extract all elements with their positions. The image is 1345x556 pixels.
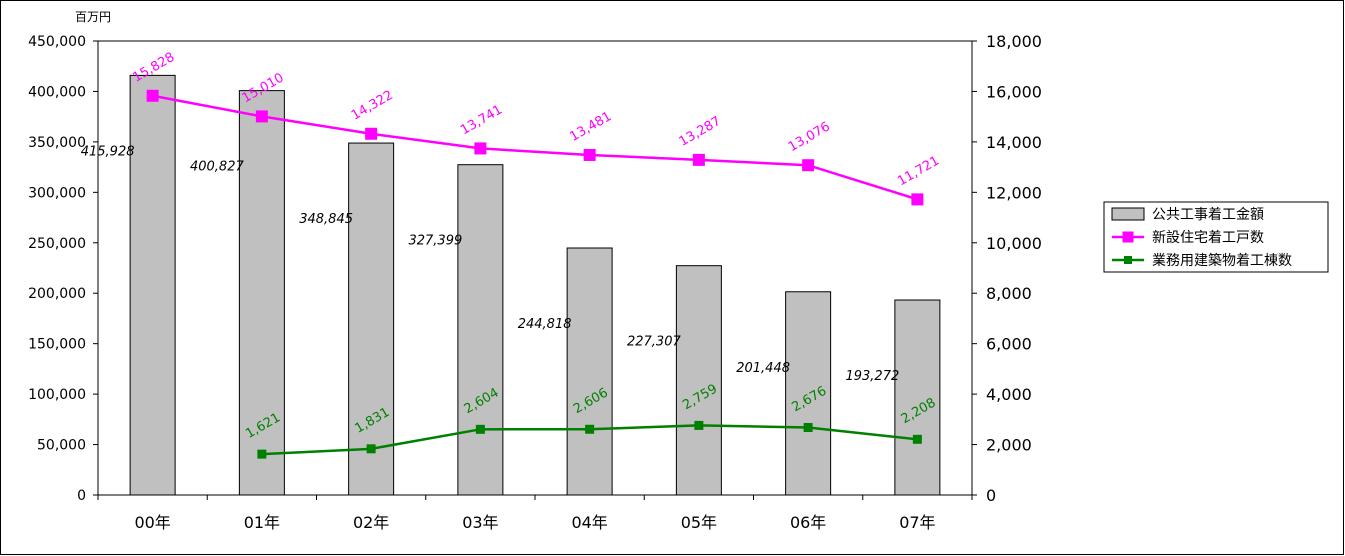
bar-0-3 [457, 164, 504, 496]
left-tick-label-1: 50,000 [37, 438, 86, 454]
line-series-0 [152, 94, 918, 201]
left-tick-label-2: 100,000 [28, 387, 86, 403]
x-tick-label-3: 03年 [462, 513, 498, 532]
marker-1-7 [912, 434, 922, 444]
left-tick-label-5: 250,000 [28, 236, 86, 252]
x-tick-label-0: 00年 [134, 513, 170, 532]
x-tick-label-2: 02年 [353, 513, 389, 532]
legend-label-2: 業務用建築物着工棟数 [1152, 253, 1292, 269]
bar-0-7 [894, 299, 941, 496]
left-axis-unit: 百万円 [75, 10, 111, 24]
x-tick-label-6: 06年 [790, 513, 826, 532]
right-tick-label-9: 18,000 [986, 32, 1042, 51]
bar-0-2 [348, 142, 395, 496]
bars-layer [129, 74, 941, 496]
bar-label-0-2: 348,845 [299, 212, 353, 227]
legend-label-1: 新設住宅着工戸数 [1152, 230, 1264, 246]
bar-0-5 [675, 265, 722, 496]
right-tick-label-2: 4,000 [986, 385, 1032, 404]
bar-label-0-0: 415,928 [81, 144, 135, 159]
axes-layer: 0 50,000 100,000 150,000 200,000 250,000 300,0… [28, 32, 1042, 532]
left-tick-label-9: 450,000 [28, 34, 86, 50]
right-tick-label-6: 12,000 [986, 183, 1042, 202]
right-tick-label-4: 8,000 [986, 284, 1032, 303]
left-tick-label-3: 150,000 [28, 337, 86, 353]
legend-swatch-0 [1111, 207, 1145, 221]
x-tick-label-1: 01年 [244, 513, 280, 532]
right-tick-label-3: 6,000 [986, 335, 1032, 354]
marker-0-6 [802, 159, 815, 172]
marker-0-1 [255, 110, 268, 123]
bar-label-0-3: 327,399 [408, 234, 462, 249]
marker-0-4 [583, 148, 596, 161]
bar-label-0-5: 227,307 [627, 335, 681, 350]
x-tick-label-7: 07年 [899, 513, 935, 532]
lines-layer [146, 89, 924, 459]
right-tick-label-7: 14,000 [986, 133, 1042, 152]
marker-0-0 [146, 89, 159, 102]
x-tick-label-4: 04年 [571, 513, 607, 532]
left-tick-label-6: 300,000 [28, 185, 86, 201]
bar-0-1 [238, 90, 285, 496]
legend-label-0: 公共工事着工金額 [1152, 207, 1264, 223]
marker-1-6 [803, 423, 813, 433]
bar-0-4 [566, 247, 613, 496]
marker-0-2 [365, 127, 378, 140]
left-tick-label-8: 400,000 [28, 84, 86, 100]
marker-1-2 [366, 444, 376, 454]
marker-1-1 [257, 449, 267, 459]
right-tick-label-8: 16,000 [986, 82, 1042, 101]
bar-0-6 [785, 291, 832, 496]
marker-1-4 [585, 424, 595, 434]
right-tick-label-1: 2,000 [986, 436, 1032, 455]
bar-0-0 [129, 74, 176, 496]
marker-0-7 [911, 193, 924, 206]
x-tick-label-5: 05年 [681, 513, 717, 532]
bar-label-0-1: 400,827 [190, 160, 244, 175]
left-tick-label-4: 200,000 [28, 286, 86, 302]
right-tick-label-0: 0 [986, 486, 996, 505]
marker-1-5 [694, 420, 704, 430]
marker-0-3 [474, 142, 487, 155]
marker-0-5 [692, 153, 705, 166]
left-tick-label-0: 0 [77, 488, 86, 504]
bar-label-0-4: 244,818 [518, 317, 572, 332]
bar-label-0-6: 201,448 [736, 361, 790, 376]
marker-1-3 [475, 424, 485, 434]
left-tick-label-7: 350,000 [28, 135, 86, 151]
legend-marker-2 [1124, 256, 1132, 264]
bar-label-0-7: 193,272 [845, 369, 899, 384]
legend-marker-1 [1122, 231, 1134, 243]
right-tick-label-5: 10,000 [986, 234, 1042, 253]
